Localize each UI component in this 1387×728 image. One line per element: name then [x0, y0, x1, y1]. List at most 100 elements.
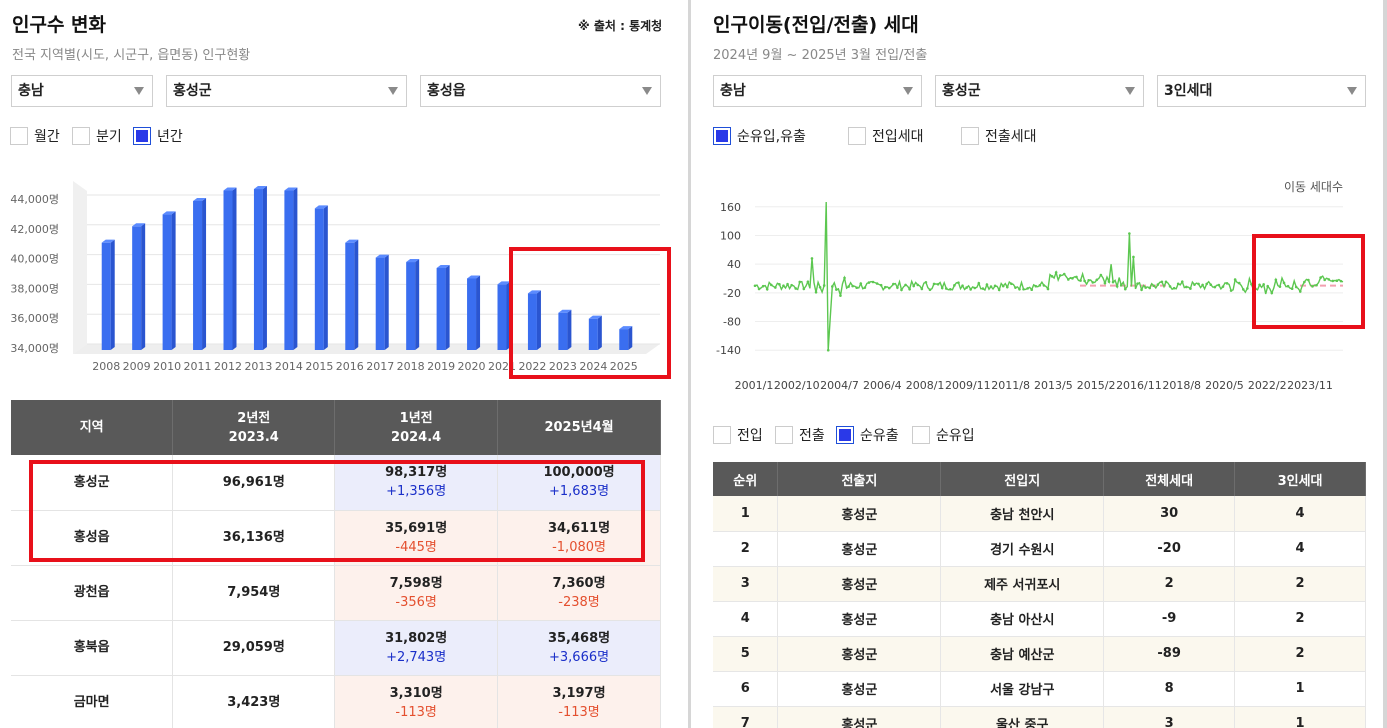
county-select-right[interactable]: 홍성군: [935, 75, 1144, 107]
data-point: [761, 284, 765, 288]
data-point: [769, 283, 773, 287]
checkbox-monthly[interactable]: 월간: [10, 126, 60, 146]
bar[interactable]: [436, 268, 446, 350]
checkbox-box[interactable]: [10, 127, 28, 145]
tab-net-outflow[interactable]: 순유출: [836, 425, 899, 445]
bar[interactable]: [345, 242, 355, 350]
table-row[interactable]: 6 홍성군 서울 강남구 8 1: [713, 671, 1366, 707]
scrollbar-track[interactable]: [1383, 0, 1387, 728]
checkbox-box[interactable]: [836, 426, 854, 444]
bar[interactable]: [162, 214, 172, 350]
x-tick-label: 2009: [123, 360, 151, 373]
bar-side: [110, 239, 115, 350]
value-2y-cell: 36,136명: [172, 510, 336, 566]
checkbox-box[interactable]: [775, 426, 793, 444]
data-point: [1067, 278, 1070, 281]
total-cell: 30: [1103, 496, 1236, 532]
value-current: 3,197명: [552, 685, 606, 701]
bar[interactable]: [132, 226, 142, 350]
checkbox-inbound[interactable]: 전입세대: [848, 126, 924, 146]
value-2y-cell: 29,059명: [172, 620, 336, 676]
bar[interactable]: [253, 189, 263, 350]
value-current: 7,360명: [552, 575, 606, 591]
tab-inbound[interactable]: 전입: [713, 425, 763, 445]
checkbox-box[interactable]: [713, 426, 731, 444]
checkbox-quarterly[interactable]: 분기: [72, 126, 122, 146]
data-point: [989, 285, 993, 288]
three-person-cell: 1: [1234, 706, 1366, 728]
region-cell: 홍성군: [11, 455, 174, 511]
bar-side: [384, 254, 389, 350]
checkbox-box[interactable]: [133, 127, 151, 145]
county-select[interactable]: 홍성군: [166, 75, 407, 107]
checkbox-box[interactable]: [713, 127, 731, 145]
col-header-region: 지역: [11, 400, 174, 455]
data-point: [1323, 278, 1326, 282]
checkbox-net-flow[interactable]: 순유입,유출: [713, 126, 806, 146]
bar[interactable]: [497, 284, 507, 350]
highlight-box-bars: [509, 247, 671, 379]
bar[interactable]: [284, 190, 294, 350]
data-point: [969, 288, 972, 291]
data-point: [912, 284, 915, 288]
bar[interactable]: [406, 262, 416, 350]
chart-title: 이동 세대수: [1284, 180, 1343, 194]
bar[interactable]: [375, 257, 385, 350]
change-1y: -113명: [395, 704, 437, 720]
data-point: [953, 284, 956, 287]
bar[interactable]: [314, 208, 324, 350]
household-size-select[interactable]: 3인세대: [1157, 75, 1366, 107]
checkbox-box[interactable]: [961, 127, 979, 145]
checkbox-label: 년간: [157, 129, 183, 145]
bar[interactable]: [193, 200, 203, 350]
x-tick-label: 2013/5: [1034, 379, 1073, 392]
data-point: [1213, 285, 1217, 289]
data-point: [1014, 286, 1017, 289]
checkbox-box[interactable]: [848, 127, 866, 145]
value-1y: 98,317명: [385, 465, 448, 481]
y-tick-label: 40: [727, 258, 741, 271]
bar[interactable]: [223, 190, 233, 350]
data-point: [932, 282, 936, 286]
bar-side: [476, 275, 481, 350]
checkbox-box[interactable]: [912, 426, 930, 444]
bar[interactable]: [101, 242, 111, 350]
town-select[interactable]: 홍성읍: [420, 75, 661, 107]
data-point: [973, 286, 977, 290]
data-point: [936, 282, 940, 286]
province-select[interactable]: 충남: [11, 75, 153, 107]
checkbox-label: 월간: [34, 129, 60, 145]
value-1y-cell: 7,598명 -356명: [334, 565, 499, 621]
tab-net-inflow[interactable]: 순유입: [912, 425, 975, 445]
bar-top: [527, 290, 541, 294]
value-current-cell: 3,197명 -113명: [497, 675, 661, 728]
bar[interactable]: [588, 318, 598, 350]
tab-label: 순유출: [860, 428, 899, 444]
table-row: 홍성군 96,961명 98,317명 +1,356명 100,000명 +1,683명: [11, 455, 661, 511]
checkbox-yearly[interactable]: 년간: [133, 126, 183, 146]
bar-side: [262, 186, 267, 350]
tab-outbound[interactable]: 전출: [775, 425, 825, 445]
data-point: [977, 281, 981, 285]
data-point: [1071, 277, 1074, 280]
table-row[interactable]: 3 홍성군 제주 서귀포시 2 2: [713, 566, 1366, 602]
table-row[interactable]: 1 홍성군 충남 천안시 30 4: [713, 496, 1366, 532]
province-select-right[interactable]: 충남: [713, 75, 922, 107]
table-row[interactable]: 2 홍성군 경기 수원시 -20 4: [713, 531, 1366, 567]
bar[interactable]: [467, 278, 477, 350]
checkbox-outbound[interactable]: 전출세대: [961, 126, 1037, 146]
table-row[interactable]: 5 홍성군 충남 예산군 -89 2: [713, 636, 1366, 672]
change-1y: -356명: [395, 594, 437, 610]
bar-top: [619, 326, 633, 330]
col-header-rank: 순위: [713, 462, 779, 496]
bar[interactable]: [527, 293, 537, 350]
table-row[interactable]: 7 홍성군 울산 중구 3 1: [713, 706, 1366, 728]
data-point: [1152, 284, 1156, 288]
bar[interactable]: [558, 312, 568, 350]
bar[interactable]: [619, 329, 629, 350]
data-point: [1128, 232, 1131, 235]
checkbox-box[interactable]: [72, 127, 90, 145]
data-point: [1022, 287, 1025, 291]
table-row[interactable]: 4 홍성군 충남 아산시 -9 2: [713, 601, 1366, 637]
